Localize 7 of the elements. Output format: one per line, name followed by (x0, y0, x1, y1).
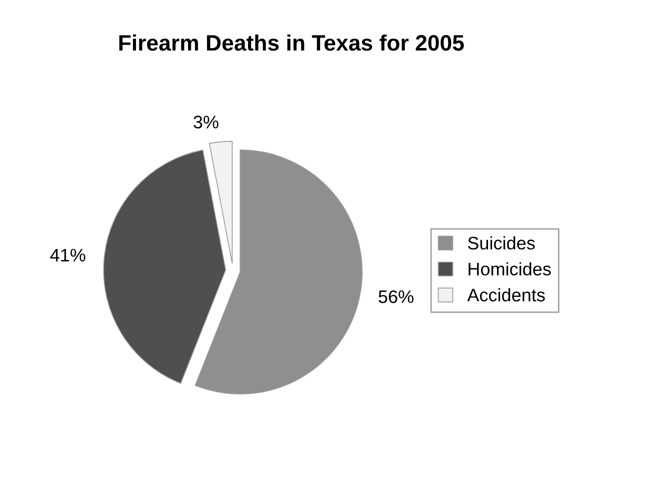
legend-label: Accidents (467, 288, 545, 302)
data-label: 56% (378, 290, 414, 304)
data-label: 3% (194, 116, 218, 128)
data-label: 41% (50, 248, 86, 262)
legend-label: Suicides (468, 236, 535, 250)
legend-label: Homicides (468, 262, 551, 276)
chart-title: Firearm Deaths in Texas for 2005 (119, 34, 464, 51)
